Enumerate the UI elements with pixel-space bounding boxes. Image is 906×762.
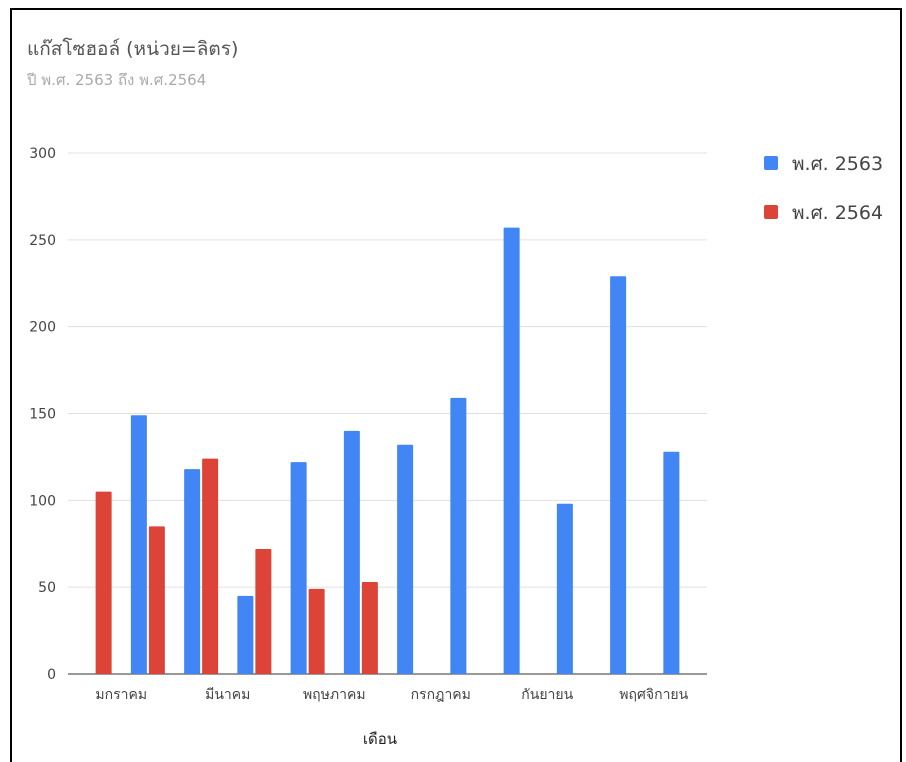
y-tick-label: 200 (29, 320, 56, 336)
x-tick-label: มกราคม (95, 687, 147, 703)
bar-1 (290, 462, 307, 674)
y-tick-label: 0 (47, 667, 56, 683)
bar-1 (450, 397, 467, 674)
x-tick-label: กันยายน (521, 687, 573, 703)
x-tick-label: มีนาคม (205, 687, 250, 703)
legend-label: พ.ศ. 2564 (792, 202, 883, 224)
y-tick-label: 250 (29, 233, 56, 249)
y-tick-label: 300 (29, 146, 56, 162)
bars (95, 227, 680, 674)
bar-1 (610, 276, 627, 674)
y-tick-label: 150 (29, 407, 56, 423)
y-tick-label: 50 (38, 580, 56, 596)
bar-1 (663, 451, 680, 674)
bar-2 (361, 581, 378, 674)
legend-swatch (764, 156, 778, 170)
bar-1 (184, 469, 201, 674)
x-tick-label: พฤษภาคม (303, 687, 366, 703)
legend-label: พ.ศ. 2563 (792, 153, 883, 175)
legend: พ.ศ. 2563 พ.ศ. 2564 (764, 153, 883, 224)
chart-subtitle: ปี พ.ศ. 2563 ถึง พ.ศ.2564 (27, 71, 207, 89)
bar-2 (308, 588, 325, 674)
y-tick-label: 100 (29, 493, 56, 509)
bar-2 (148, 526, 165, 674)
x-axis-label: เดือน (363, 730, 397, 748)
bar-2 (95, 491, 112, 674)
bar-1 (556, 503, 573, 674)
bar-1 (503, 227, 520, 674)
legend-swatch (764, 205, 778, 219)
bar-2 (255, 548, 272, 674)
bar-1 (130, 415, 147, 674)
chart-title: แก๊สโซฮอล์ (หน่วย=ลิตร) (27, 38, 239, 60)
bar-1 (237, 595, 254, 674)
bar-1 (397, 444, 414, 674)
bar-1 (343, 430, 360, 674)
x-tick-label: พฤศจิกายน (619, 687, 688, 703)
grid-lines (68, 152, 707, 675)
y-axis-ticks: 0 50 100 150 200 250 300 (29, 146, 56, 683)
x-tick-label: กรกฎาคม (411, 687, 471, 703)
x-axis-ticks: มกราคม มีนาคม พฤษภาคม กรกฎาคม กันยายน พฤศจิกา… (95, 687, 688, 703)
bar-2 (202, 458, 219, 674)
